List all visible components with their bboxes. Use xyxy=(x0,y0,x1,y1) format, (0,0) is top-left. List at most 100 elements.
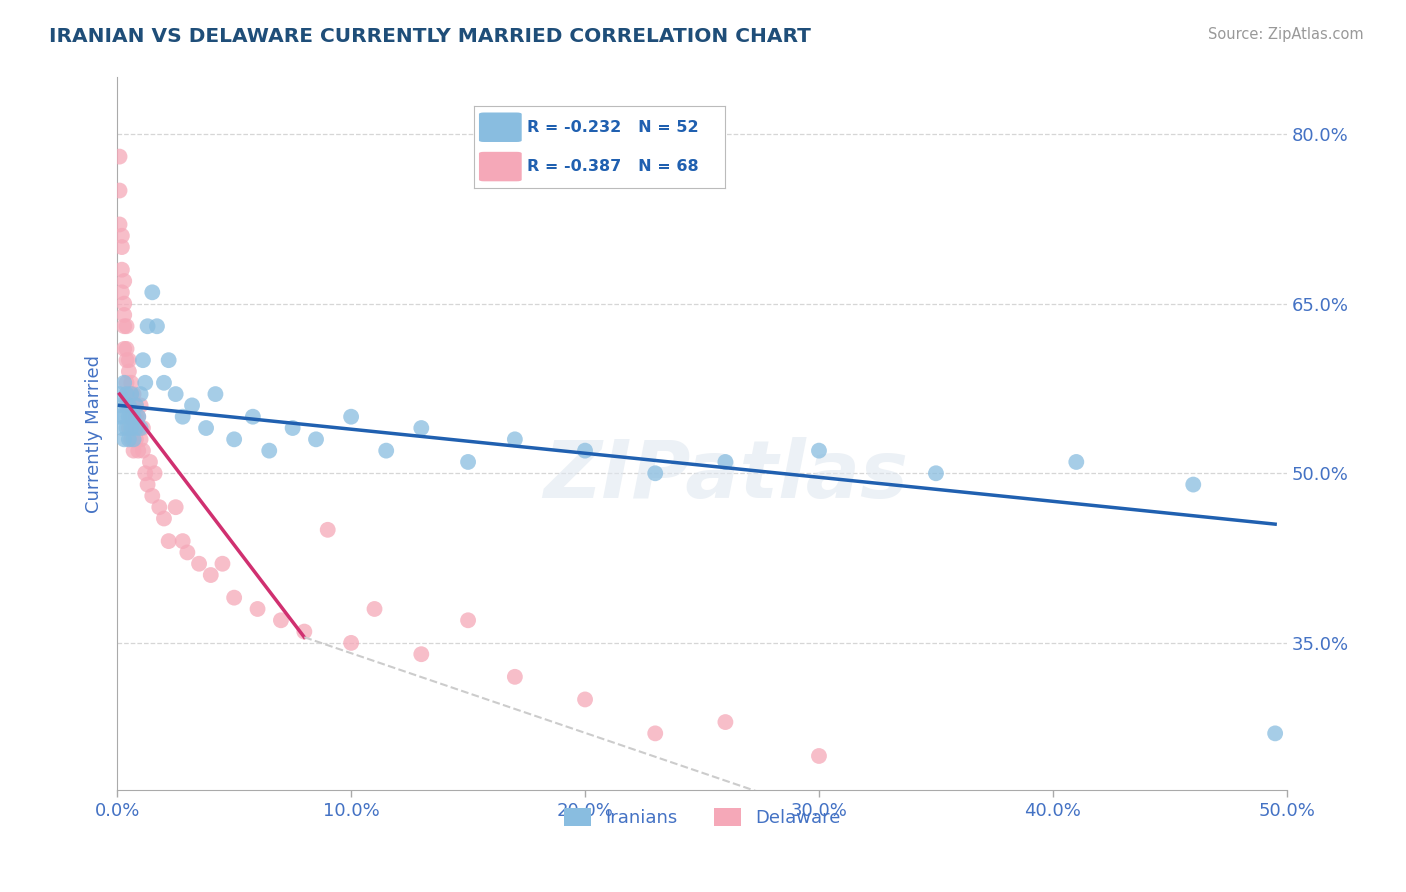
Point xyxy=(1264,726,1286,740)
Point xyxy=(122,433,145,447)
Point xyxy=(112,433,135,447)
Point xyxy=(305,433,328,447)
Point xyxy=(120,421,142,435)
Point xyxy=(157,534,180,549)
Point xyxy=(118,398,141,412)
Point xyxy=(340,636,363,650)
Point xyxy=(111,285,134,300)
Point xyxy=(141,285,163,300)
Point xyxy=(112,409,135,424)
Point xyxy=(120,409,142,424)
Point xyxy=(108,184,131,198)
Point xyxy=(112,376,135,390)
Text: ZIPatlas: ZIPatlas xyxy=(543,437,908,516)
Point xyxy=(340,409,363,424)
Point xyxy=(122,443,145,458)
Point xyxy=(224,591,246,605)
Point xyxy=(127,409,149,424)
Point xyxy=(125,398,148,412)
Point xyxy=(204,387,226,401)
Point xyxy=(146,319,169,334)
Point xyxy=(281,421,304,435)
Point xyxy=(134,467,156,481)
Point xyxy=(129,398,152,412)
Legend: Iranians, Delaware: Iranians, Delaware xyxy=(557,800,848,834)
Point xyxy=(112,319,135,334)
Point xyxy=(457,455,479,469)
Point xyxy=(195,421,218,435)
Point xyxy=(574,443,596,458)
Point xyxy=(118,421,141,435)
Point xyxy=(132,443,155,458)
Point xyxy=(120,433,142,447)
Point xyxy=(120,376,142,390)
Point xyxy=(115,398,138,412)
Point xyxy=(118,364,141,378)
Point xyxy=(122,409,145,424)
Point xyxy=(111,398,134,412)
Point xyxy=(141,489,163,503)
Point xyxy=(714,714,737,729)
Text: IRANIAN VS DELAWARE CURRENTLY MARRIED CORRELATION CHART: IRANIAN VS DELAWARE CURRENTLY MARRIED CO… xyxy=(49,27,811,45)
Point xyxy=(176,545,198,559)
Point xyxy=(115,376,138,390)
Point xyxy=(118,398,141,412)
Point xyxy=(172,409,194,424)
Point xyxy=(115,353,138,368)
Point xyxy=(120,387,142,401)
Point xyxy=(132,421,155,435)
Point xyxy=(125,398,148,412)
Point xyxy=(108,218,131,232)
Point xyxy=(112,342,135,356)
Point xyxy=(125,421,148,435)
Point xyxy=(165,387,187,401)
Point xyxy=(316,523,339,537)
Point xyxy=(242,409,264,424)
Point xyxy=(115,387,138,401)
Point xyxy=(714,455,737,469)
Point xyxy=(1182,477,1205,491)
Point xyxy=(270,613,292,627)
Point xyxy=(457,613,479,627)
Point xyxy=(132,353,155,368)
Point xyxy=(363,602,385,616)
Point xyxy=(127,421,149,435)
Point xyxy=(292,624,315,639)
Point xyxy=(118,433,141,447)
Text: Source: ZipAtlas.com: Source: ZipAtlas.com xyxy=(1208,27,1364,42)
Point xyxy=(111,421,134,435)
Point xyxy=(129,433,152,447)
Point xyxy=(136,477,159,491)
Point xyxy=(134,376,156,390)
Point xyxy=(111,240,134,254)
Point xyxy=(143,467,166,481)
Point xyxy=(115,342,138,356)
Point xyxy=(153,511,176,525)
Point xyxy=(574,692,596,706)
Point xyxy=(925,467,948,481)
Point xyxy=(503,433,526,447)
Point xyxy=(127,409,149,424)
Point xyxy=(181,398,204,412)
Point xyxy=(118,387,141,401)
Point xyxy=(375,443,398,458)
Point xyxy=(1066,455,1088,469)
Point xyxy=(115,319,138,334)
Point xyxy=(108,150,131,164)
Point xyxy=(139,455,162,469)
Point xyxy=(136,319,159,334)
Point xyxy=(122,387,145,401)
Point xyxy=(224,433,246,447)
Point xyxy=(411,421,433,435)
Point xyxy=(129,387,152,401)
Point xyxy=(211,557,233,571)
Point xyxy=(115,387,138,401)
Point xyxy=(411,647,433,661)
Point xyxy=(108,409,131,424)
Y-axis label: Currently Married: Currently Married xyxy=(86,355,103,513)
Point xyxy=(257,443,280,458)
Point xyxy=(157,353,180,368)
Point xyxy=(188,557,211,571)
Point xyxy=(112,308,135,322)
Point xyxy=(120,387,142,401)
